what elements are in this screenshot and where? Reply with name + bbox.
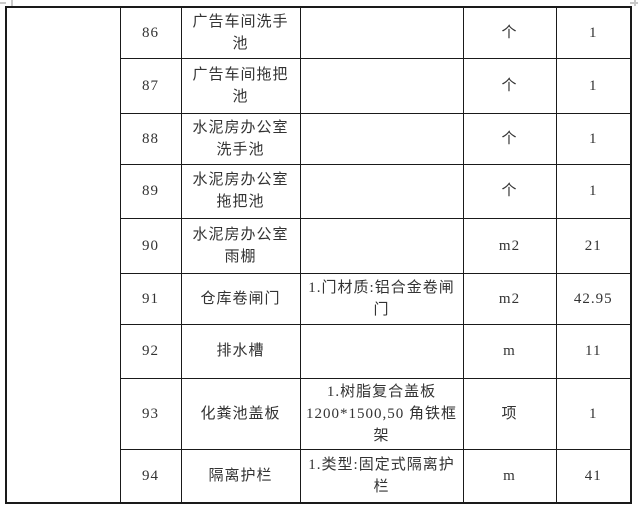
- table-row: 90 水泥房办公室雨棚 m2 21: [6, 217, 632, 274]
- item-name: 仓库卷闸门: [180, 272, 301, 325]
- item-qty: 11: [555, 323, 632, 379]
- row-number: 89: [119, 163, 182, 219]
- row-number: 93: [119, 377, 182, 450]
- item-unit: m2: [462, 217, 557, 274]
- item-spec: 1.类型:固定式隔离护栏: [299, 448, 464, 504]
- merged-empty-cell: [5, 6, 121, 504]
- item-unit: 个: [462, 57, 557, 114]
- row-number: 91: [119, 272, 182, 325]
- item-spec: [299, 323, 464, 379]
- item-qty: 1: [555, 112, 632, 165]
- edge-remnant-top-right-v: [634, 0, 636, 6]
- item-name: 水泥房办公室洗手池: [180, 112, 301, 165]
- item-qty: 1: [555, 377, 632, 450]
- item-qty: 1: [555, 163, 632, 219]
- item-unit: m: [462, 448, 557, 504]
- row-number: 90: [119, 217, 182, 274]
- item-qty: 41: [555, 448, 632, 504]
- row-number: 92: [119, 323, 182, 379]
- item-unit: m: [462, 323, 557, 379]
- item-name: 水泥房办公室拖把池: [180, 163, 301, 219]
- item-unit: 个: [462, 112, 557, 165]
- item-qty: 1: [555, 6, 632, 59]
- table-row: 94 隔离护栏 1.类型:固定式隔离护栏 m 41: [6, 448, 632, 504]
- item-name: 广告车间拖把池: [180, 57, 301, 114]
- item-unit: 个: [462, 163, 557, 219]
- table-row: 89 水泥房办公室拖把池 个 1: [6, 163, 632, 219]
- row-number: 87: [119, 57, 182, 114]
- item-spec: [299, 57, 464, 114]
- table-row: 91 仓库卷闸门 1.门材质:铝合金卷闸门 m2 42.95: [6, 272, 632, 325]
- item-name: 隔离护栏: [180, 448, 301, 504]
- item-qty: 21: [555, 217, 632, 274]
- item-spec: [299, 217, 464, 274]
- item-name: 广告车间洗手池: [180, 6, 301, 59]
- table-row: 88 水泥房办公室洗手池 个 1: [6, 112, 632, 165]
- row-number: 86: [119, 6, 182, 59]
- item-spec: 1.门材质:铝合金卷闸门: [299, 272, 464, 325]
- edge-remnant-top-left-h: [0, 2, 6, 4]
- item-unit: 个: [462, 6, 557, 59]
- row-number: 94: [119, 448, 182, 504]
- item-name: 化粪池盖板: [180, 377, 301, 450]
- item-spec: 1.树脂复合盖板 1200*1500,50 角铁框架: [299, 377, 464, 450]
- quantities-table: 86 广告车间洗手池 个 1 87 广告车间拖把池 个 1 88 水泥房办公室洗…: [5, 6, 632, 504]
- item-unit: 项: [462, 377, 557, 450]
- item-spec: [299, 6, 464, 59]
- item-name: 排水槽: [180, 323, 301, 379]
- item-qty: 1: [555, 57, 632, 114]
- table-row: 86 广告车间洗手池 个 1: [5, 6, 632, 504]
- edge-remnant-top-left-v: [11, 0, 13, 7]
- table-row: 92 排水槽 m 11: [6, 323, 632, 379]
- table-row: 87 广告车间拖把池 个 1: [6, 57, 632, 114]
- item-spec: [299, 163, 464, 219]
- item-unit: m2: [462, 272, 557, 325]
- item-name: 水泥房办公室雨棚: [180, 217, 301, 274]
- row-number: 88: [119, 112, 182, 165]
- item-spec: [299, 112, 464, 165]
- table-row: 93 化粪池盖板 1.树脂复合盖板 1200*1500,50 角铁框架 项 1: [6, 377, 632, 450]
- item-qty: 42.95: [555, 272, 632, 325]
